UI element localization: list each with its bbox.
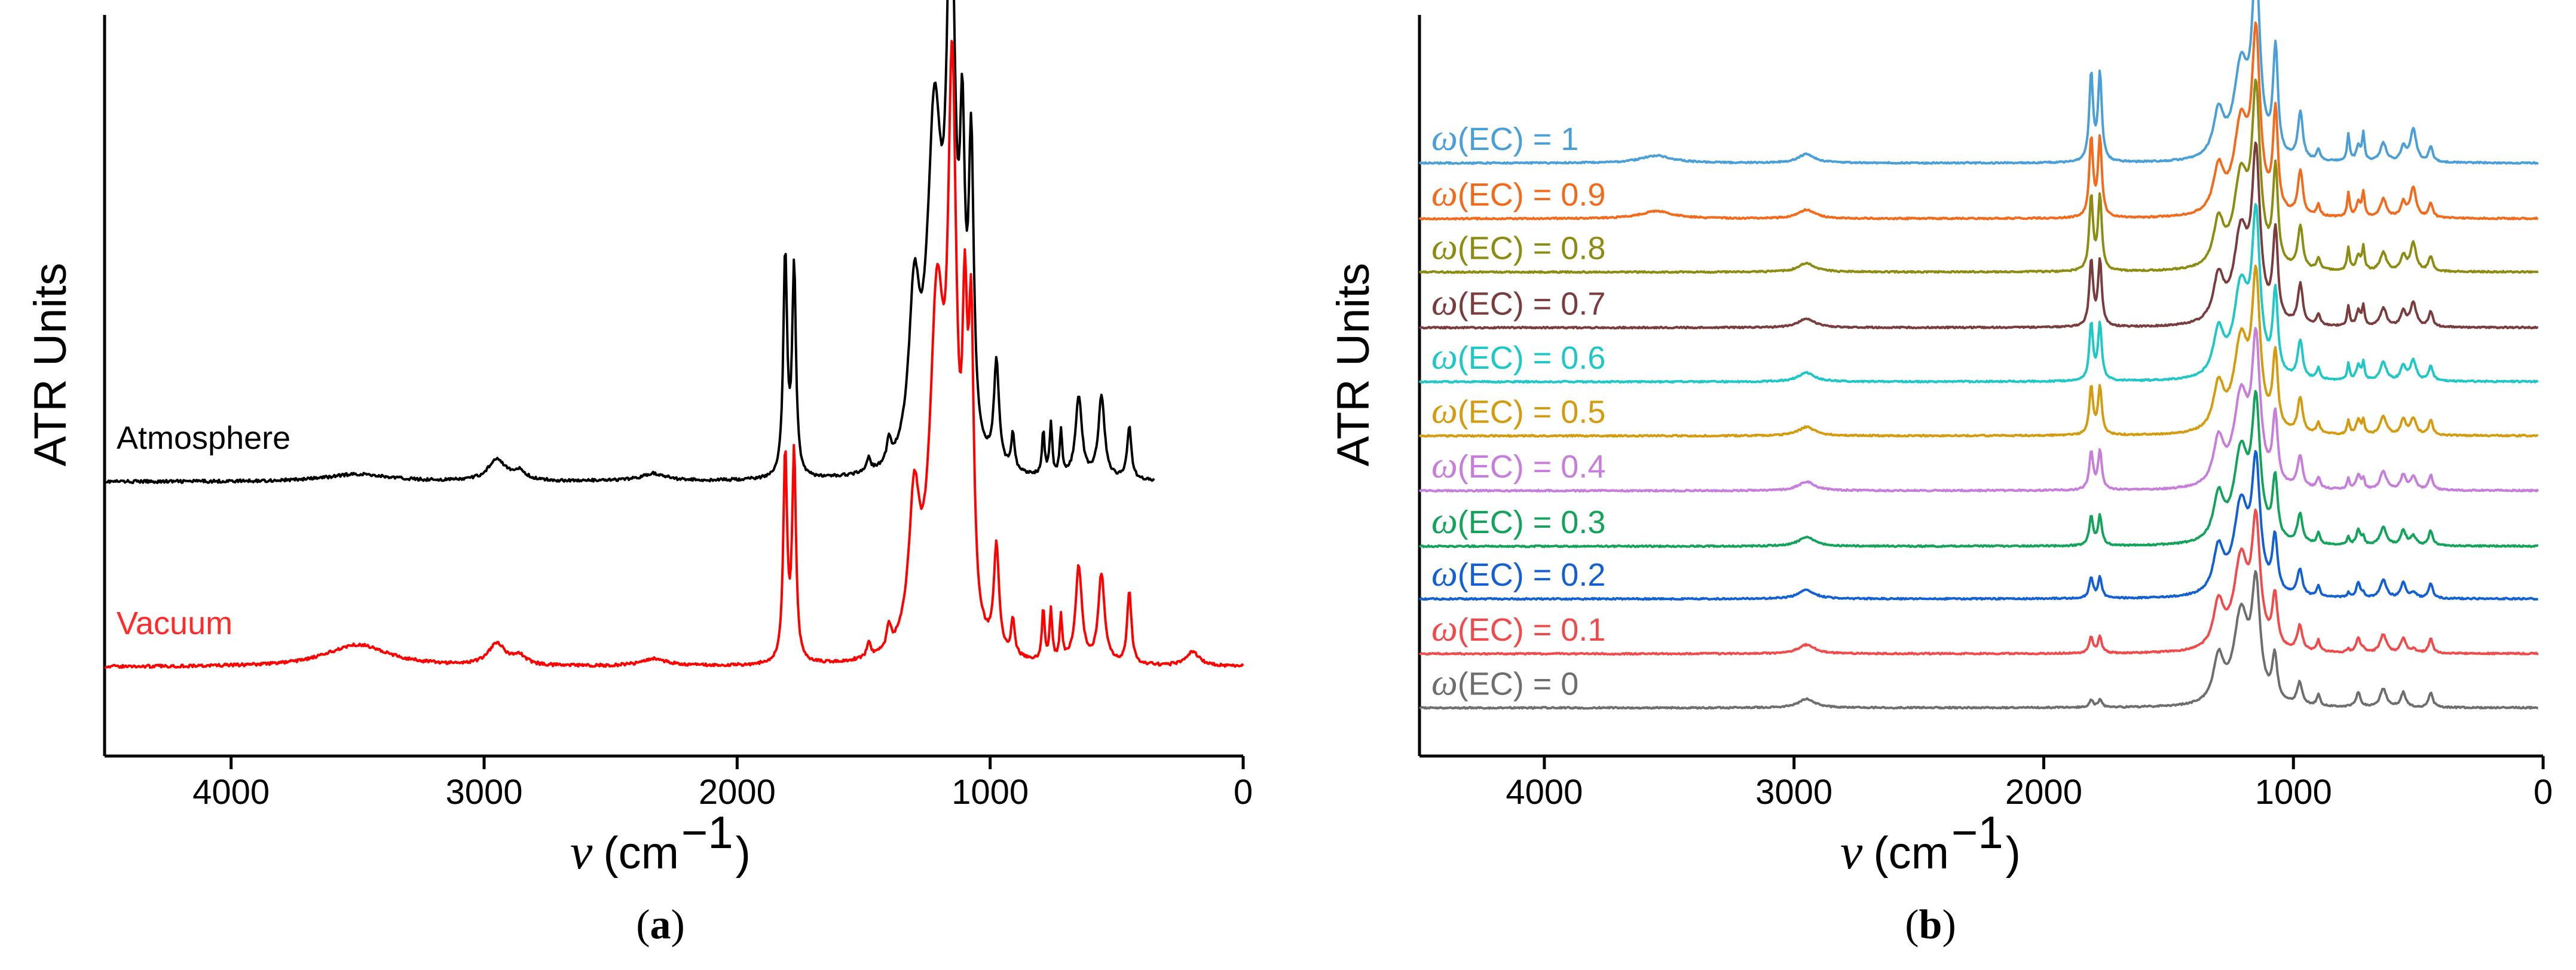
panel-b-series-label: ω(EC) = 0.8 bbox=[1431, 227, 1605, 267]
panel-a-x-axis-title: ν (cm −1 ) bbox=[570, 807, 751, 880]
panel-b-x-tick-label: 0 bbox=[2534, 773, 2553, 812]
panel-b-series-label: ω(EC) = 0.2 bbox=[1431, 553, 1605, 594]
panel-a-x-tick-label: 1000 bbox=[952, 773, 1029, 812]
panel-b-series-0.1 bbox=[1418, 508, 2539, 656]
panel-a-label-letter: a bbox=[650, 902, 671, 948]
panel-b-series-label: ω(EC) = 0.9 bbox=[1431, 173, 1605, 214]
panel-b-x-tick-label: 2000 bbox=[2005, 773, 2082, 812]
panel-a-x-ticks bbox=[230, 756, 1245, 769]
panel-b-series-0.5 bbox=[1418, 264, 2539, 438]
panel-b-series-0.9 bbox=[1418, 22, 2538, 221]
panel-b-x-tick-labels: 4000 3000 2000 1000 0 bbox=[1506, 773, 2553, 812]
panel-b-label-letter: b bbox=[1919, 902, 1942, 948]
panel-a-x-tick-label: 3000 bbox=[445, 773, 522, 812]
panel-a-x-axis-unit: (cm bbox=[603, 828, 679, 879]
panel-a-x-tick-labels: 4000 3000 2000 1000 0 bbox=[192, 773, 1253, 812]
panel-b-x-ticks bbox=[1543, 756, 2545, 769]
panel-b-series-label: ω(EC) = 0.1 bbox=[1431, 608, 1605, 649]
panel-b-series-label: ω(EC) = 0.7 bbox=[1431, 282, 1605, 323]
panel-b-series-0.8 bbox=[1418, 78, 2539, 274]
panel-b-x-axis-unit: (cm bbox=[1873, 828, 1949, 879]
panel-b-series-0.4 bbox=[1418, 327, 2540, 493]
panel-a-x-tick-label: 2000 bbox=[699, 773, 776, 812]
panel-b-series-label: ω(EC) = 0.3 bbox=[1431, 501, 1605, 541]
panel-b-series-label: ω(EC) = 0.5 bbox=[1431, 390, 1605, 431]
panel-b-label: (b) bbox=[1905, 902, 1956, 948]
panel-b-y-axis-title: ATR Units bbox=[1328, 263, 1379, 467]
panel-b-x-axis-close: ) bbox=[2006, 828, 2021, 879]
panel-b-series-0.7 bbox=[1418, 141, 2539, 330]
panel-a-series-label: Atmosphere bbox=[117, 420, 290, 456]
panel-a-chart: 4000 3000 2000 1000 0 Atmosphere Vacuum ATR U… bbox=[25, 0, 1253, 948]
panel-a-label: (a) bbox=[636, 902, 685, 948]
panel-b-series-label: ω(EC) = 0.4 bbox=[1431, 445, 1605, 486]
panel-b-series-0 bbox=[1418, 570, 2538, 710]
panel-b-x-tick-label: 4000 bbox=[1506, 773, 1583, 812]
panel-a-x-axis-close: ) bbox=[736, 828, 751, 879]
panel-b-series-0.2 bbox=[1418, 450, 2538, 601]
panel-a-series: Atmosphere Vacuum bbox=[103, 0, 1244, 669]
panel-a-series-atmosphere bbox=[103, 0, 1155, 485]
panel-b-series: ω(EC) = 1 ω(EC) = 0.9 ω(EC) = 0.8 ω(EC) = 0… bbox=[1418, 0, 2540, 710]
panel-a-x-tick-label: 4000 bbox=[192, 773, 270, 812]
panel-b-chart: 4000 3000 2000 1000 0 ω(EC) = 1ω(EC) = 0.9ω(… bbox=[1328, 0, 2553, 948]
panel-b-series-0.6 bbox=[1418, 203, 2539, 384]
panel-b-series-label: ω(EC) = 0.6 bbox=[1431, 336, 1605, 377]
panel-b-series-label: ω(EC) = 1 bbox=[1431, 118, 1578, 158]
panel-b-x-tick-label: 1000 bbox=[2255, 773, 2332, 812]
panel-a-x-tick-label: 0 bbox=[1234, 773, 1253, 812]
panel-b-x-axis-title: ν (cm −1 ) bbox=[1840, 807, 2021, 880]
panel-b-series-label: ω(EC) = 0 bbox=[1431, 662, 1578, 703]
panel-a-y-axis-title: ATR Units bbox=[25, 263, 76, 467]
panel-a-series-label: Vacuum bbox=[117, 605, 232, 641]
panel-b-series-1 bbox=[1418, 0, 2539, 165]
panel-b-x-axis-symbol: ν bbox=[1840, 824, 1863, 880]
panel-a-x-axis-symbol: ν bbox=[570, 824, 593, 880]
panel-b-x-axis-exponent: −1 bbox=[1951, 807, 2003, 858]
panel-a-series-vacuum bbox=[104, 39, 1244, 669]
panel-b-x-tick-label: 3000 bbox=[1755, 773, 1832, 812]
panel-b-series-0.3 bbox=[1418, 390, 2539, 549]
panel-a-x-axis-exponent: −1 bbox=[681, 807, 733, 858]
